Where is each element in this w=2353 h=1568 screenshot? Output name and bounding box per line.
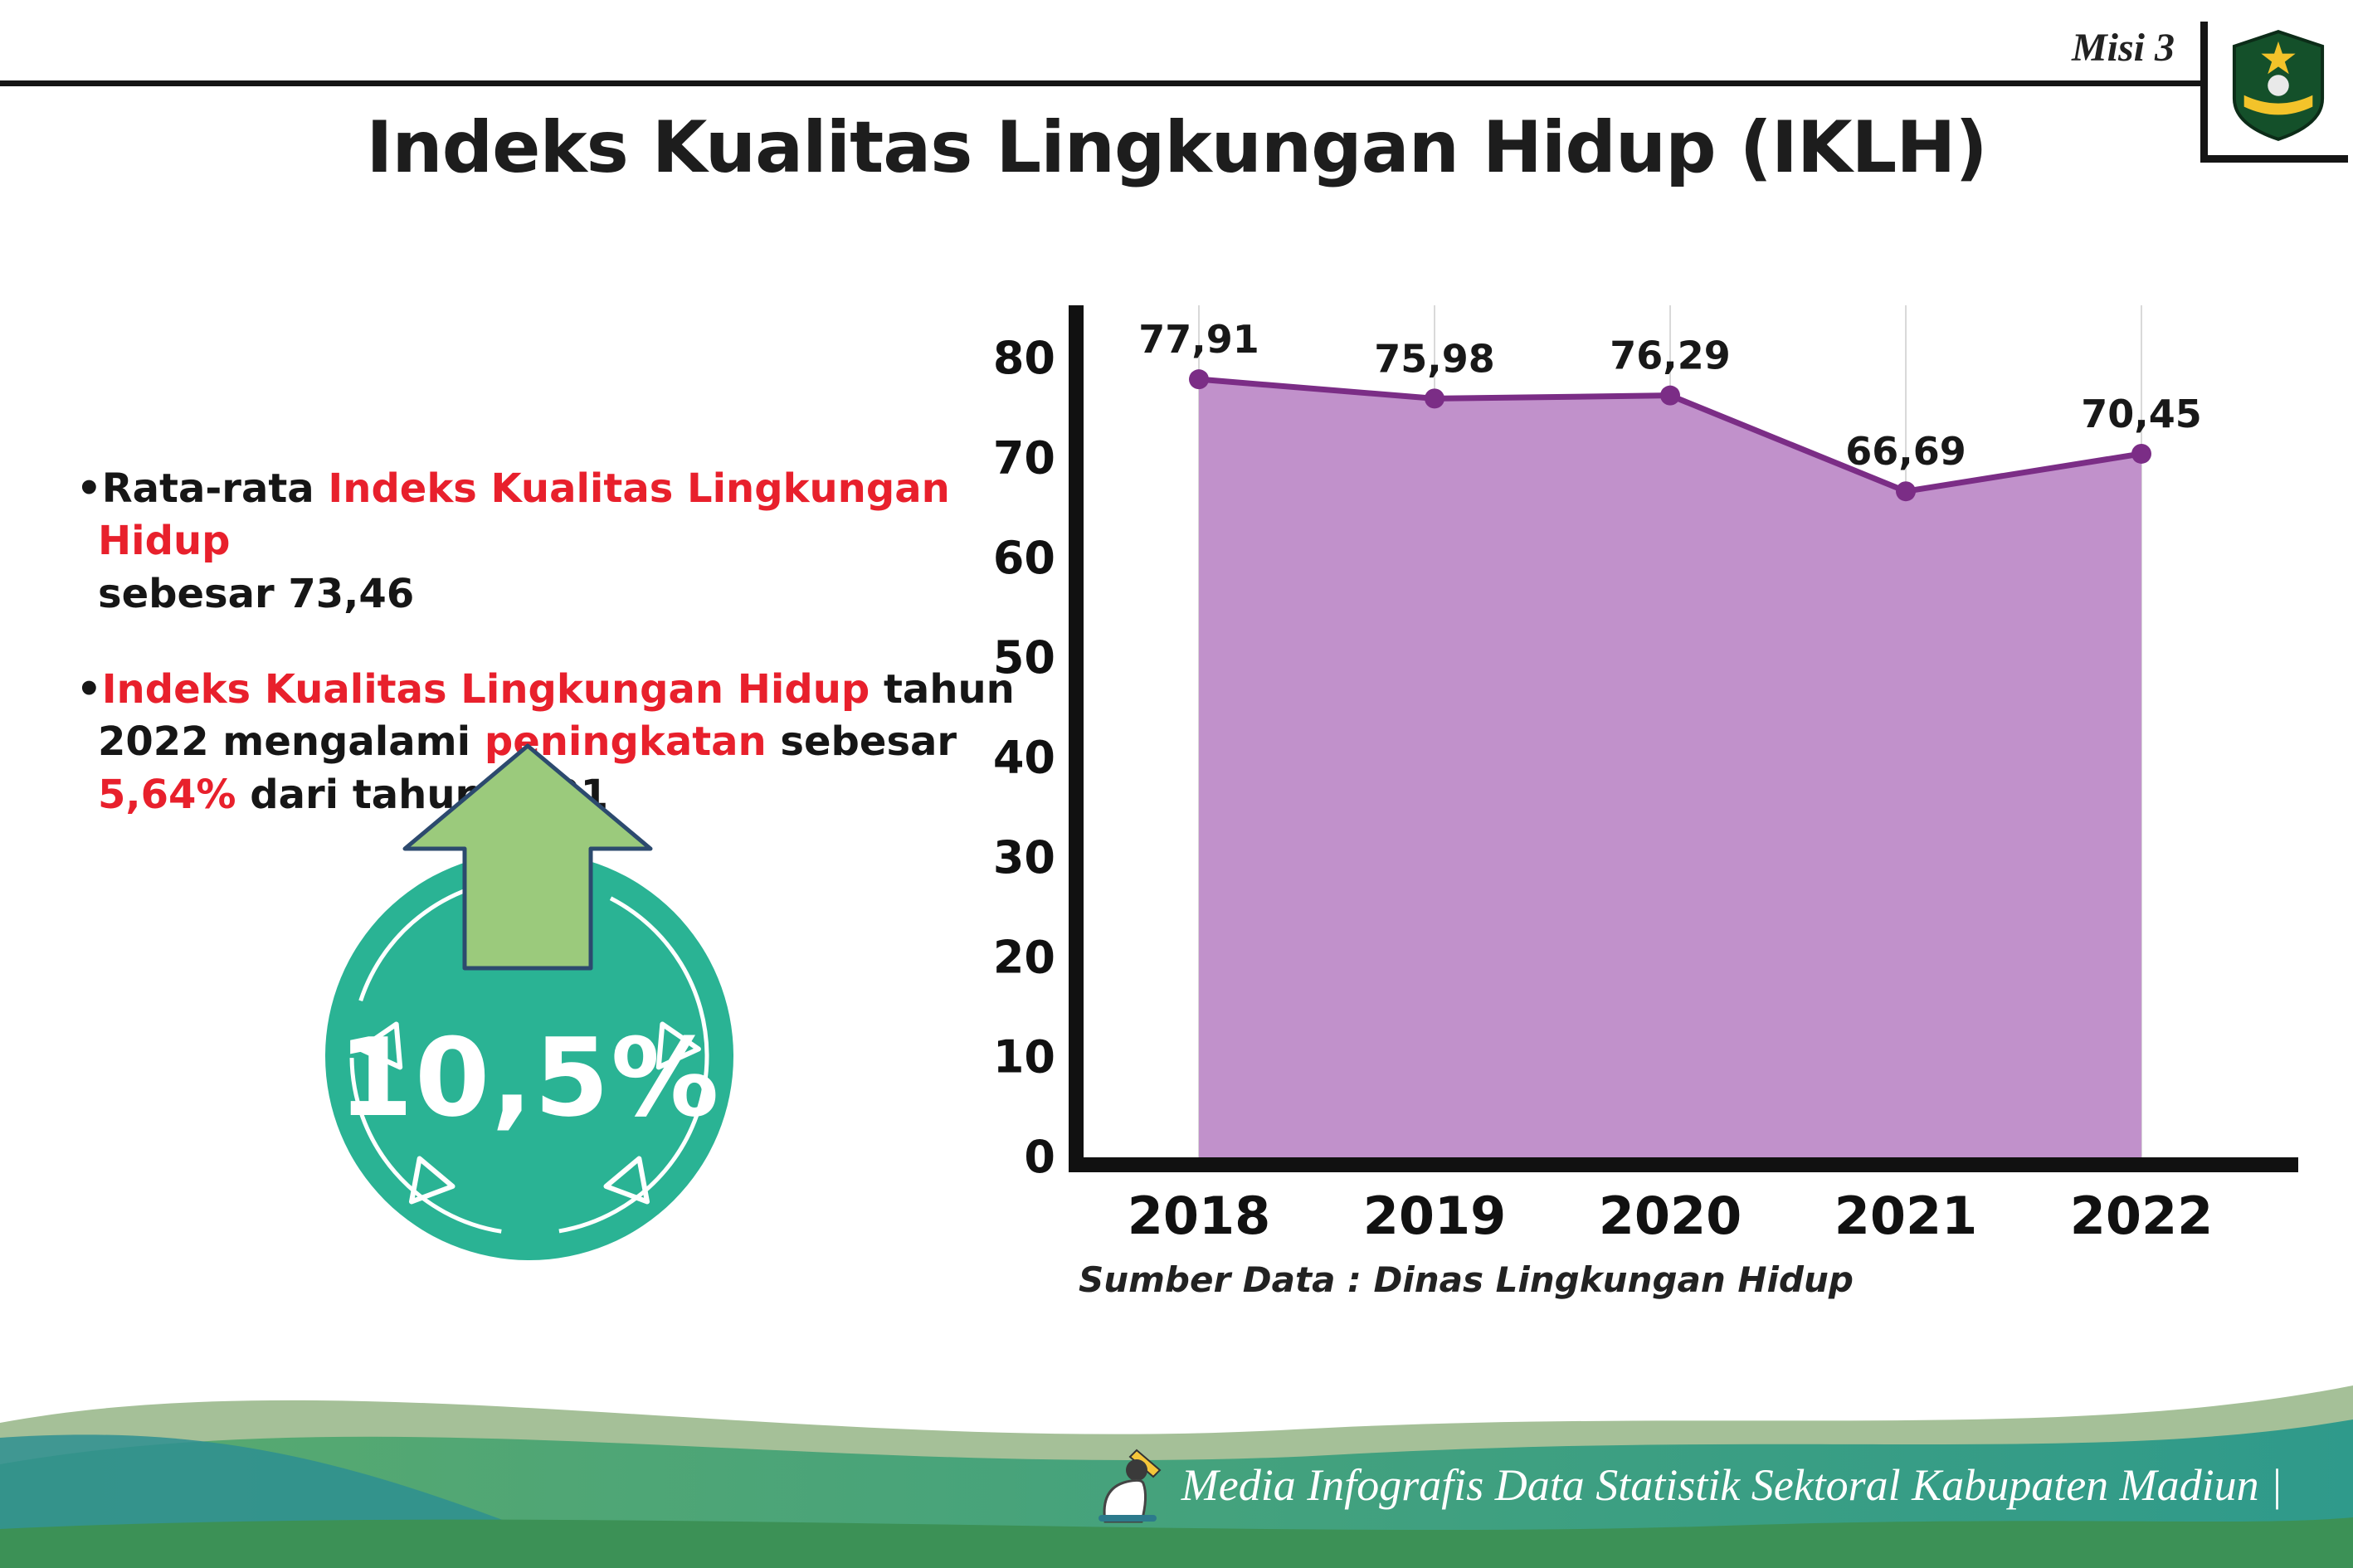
value-label: 66,69 xyxy=(1845,429,1966,474)
y-tick-label: 30 xyxy=(993,831,1055,884)
increase-badge: 10,5% xyxy=(325,743,737,1265)
footer-wave xyxy=(0,1385,2353,1568)
area-fill xyxy=(1199,379,2141,1157)
x-tick-label: 2022 xyxy=(2070,1186,2214,1246)
bullet-average: •Rata-rata Indeks Kualitas Lingkungan Hi… xyxy=(76,463,1022,621)
bullet-text: sebesar 73,46 xyxy=(98,570,415,617)
data-point xyxy=(1425,388,1444,409)
badge-value: 10,5% xyxy=(338,1015,721,1141)
bullet-text-highlight: Indeks Kualitas Lingkungan Hidup xyxy=(98,465,950,565)
value-label: 75,98 xyxy=(1374,336,1495,381)
bullet-marker: • xyxy=(76,666,102,713)
x-tick-label: 2021 xyxy=(1834,1186,1978,1246)
bullet-text-highlight: 5,64% xyxy=(98,771,236,818)
bullet-text-highlight: Indeks Kualitas Lingkungan Hidup xyxy=(101,666,870,713)
value-label: 77,91 xyxy=(1138,317,1259,362)
y-tick-label: 0 xyxy=(1024,1131,1055,1183)
x-tick-label: 2020 xyxy=(1599,1186,1742,1246)
data-point xyxy=(1660,385,1680,406)
chart-canvas: 77,91 75,98 76,29 66,69 70,45 0 10 20 30 40 50 60 70… xyxy=(993,305,2298,1246)
data-point xyxy=(1189,369,1209,390)
y-tick-label: 10 xyxy=(993,1031,1055,1083)
bullet-text: Rata-rata xyxy=(101,465,329,512)
y-tick-label: 40 xyxy=(993,732,1055,784)
bullet-text: sebesar xyxy=(766,718,957,766)
misi-label: Misi 3 xyxy=(2071,26,2175,70)
x-tick-label: 2019 xyxy=(1363,1186,1507,1246)
chart-source: Sumber Data : Dinas Lingkungan Hidup xyxy=(1079,1259,1854,1300)
bullet-text: tahun 2022 mengalami xyxy=(98,666,1015,766)
up-arrow-icon xyxy=(402,743,653,971)
mascot-icon xyxy=(1098,1449,1162,1523)
bullet-marker: • xyxy=(76,465,102,512)
y-tick-label: 70 xyxy=(993,431,1055,484)
y-axis xyxy=(1069,305,1084,1172)
value-label: 76,29 xyxy=(1610,334,1731,378)
value-label: 70,45 xyxy=(2081,392,2202,436)
iklh-area-chart: 77,91 75,98 76,29 66,69 70,45 0 10 20 30 40 50 60 70… xyxy=(962,282,2328,1327)
bullet-list: •Rata-rata Indeks Kualitas Lingkungan Hi… xyxy=(76,463,1022,864)
x-tick-label: 2018 xyxy=(1128,1186,1271,1246)
logo-frame xyxy=(2200,22,2348,163)
data-point xyxy=(1896,481,1916,502)
footer-credit: Media Infografis Data Statistik Sektoral… xyxy=(1094,1445,2282,1525)
footer-text: Media Infografis Data Statistik Sektoral… xyxy=(1181,1460,2282,1510)
header-rule xyxy=(0,80,2205,86)
y-tick-label: 60 xyxy=(993,532,1055,584)
footer-banner: Media Infografis Data Statistik Sektoral… xyxy=(0,1340,2353,1568)
y-tick-label: 80 xyxy=(993,332,1055,384)
kabupaten-madiun-logo xyxy=(2232,30,2324,141)
y-tick-label: 50 xyxy=(993,631,1055,684)
data-point xyxy=(2131,443,2151,464)
y-tick-label: 20 xyxy=(993,931,1055,983)
page-title: Indeks Kualitas Lingkungan Hidup (IKLH) xyxy=(366,106,1987,189)
x-axis xyxy=(1069,1157,2298,1172)
